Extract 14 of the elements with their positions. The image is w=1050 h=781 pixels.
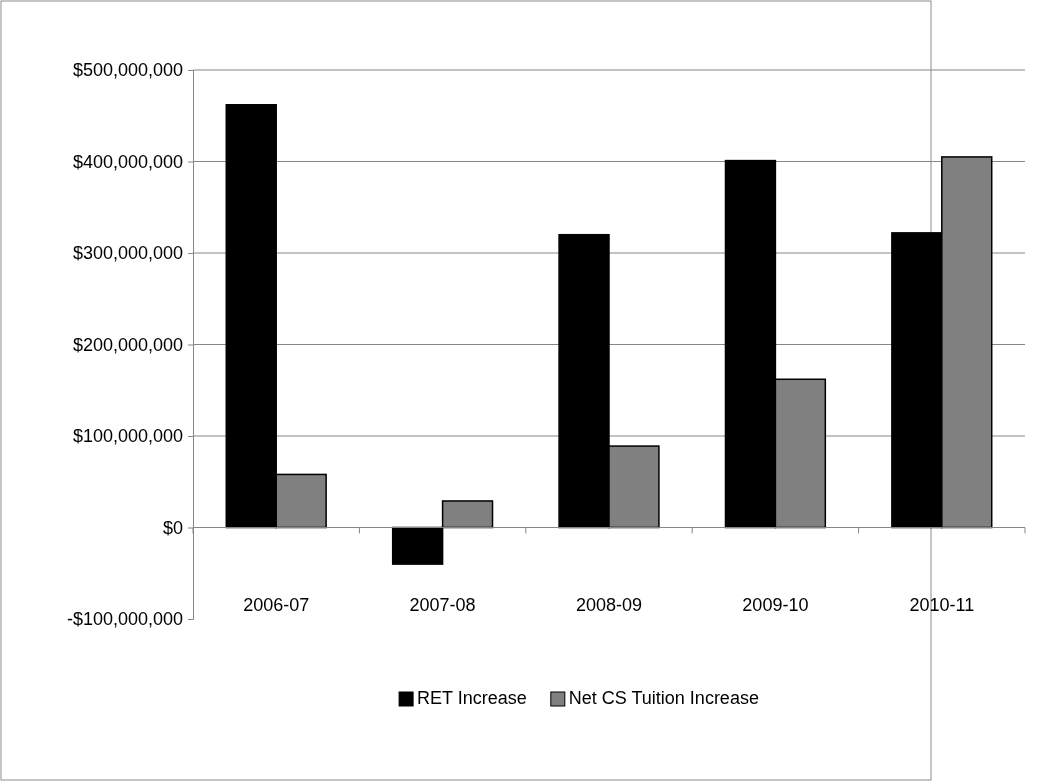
legend-label: Net CS Tuition Increase [568, 688, 759, 708]
y-tick-label: $500,000,000 [72, 60, 183, 81]
x-tick-label: 2008-09 [575, 595, 643, 615]
x-tick-label: 2009-10 [742, 595, 809, 615]
y-tick-label: $200,000,000 [72, 334, 183, 355]
x-tick-label: 2010-11 [909, 595, 975, 615]
x-tick-label: 2006-07 [243, 595, 310, 615]
y-tick-label: -$100,000,000 [66, 609, 183, 630]
y-tick-label: $0 [162, 517, 183, 538]
legend-label: RET Increase [417, 688, 527, 708]
x-tick-label: 2007-08 [409, 595, 476, 615]
y-tick-label: $300,000,000 [72, 243, 183, 264]
y-tick-label: $400,000,000 [72, 151, 183, 172]
y-tick-label: $100,000,000 [72, 426, 183, 447]
